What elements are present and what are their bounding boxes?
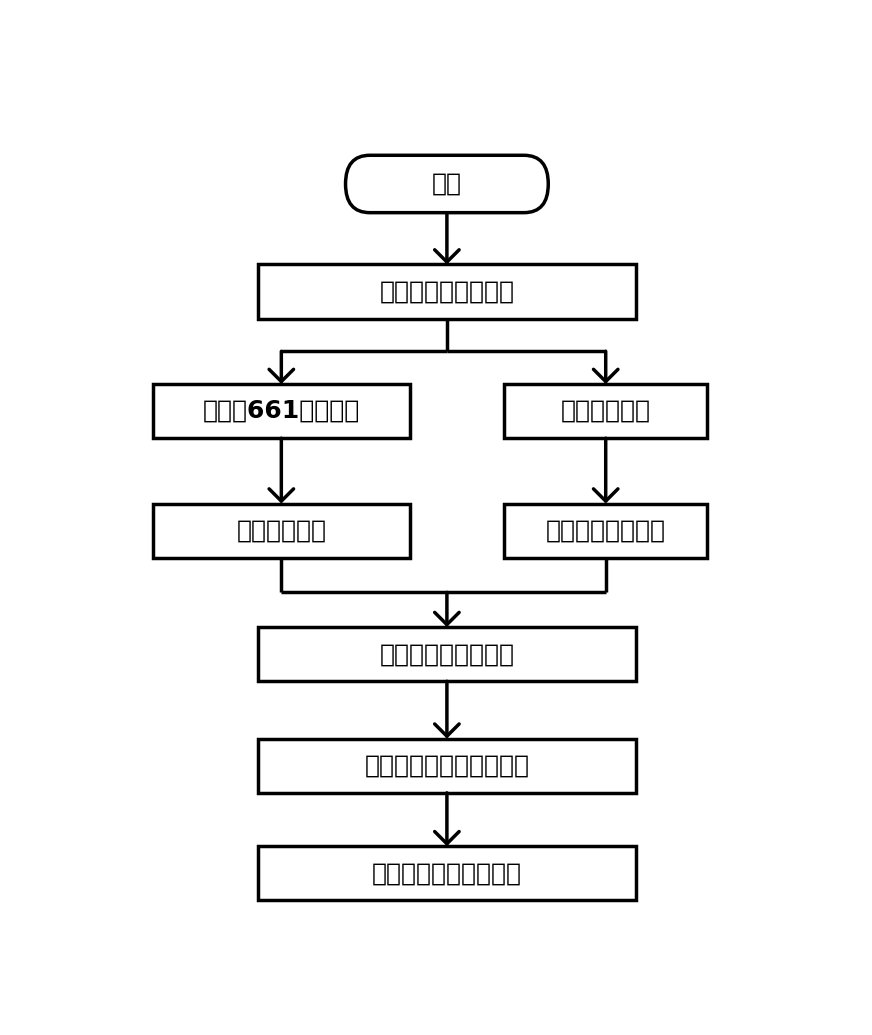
FancyBboxPatch shape <box>153 384 410 438</box>
Text: 获取窗口部件信息: 获取窗口部件信息 <box>546 519 665 542</box>
FancyBboxPatch shape <box>504 504 707 558</box>
FancyBboxPatch shape <box>257 627 636 681</box>
Text: 识别固定最小可识别单元: 识别固定最小可识别单元 <box>364 753 529 777</box>
FancyBboxPatch shape <box>257 739 636 793</box>
FancyBboxPatch shape <box>345 155 548 212</box>
Text: 校验定义文件: 校验定义文件 <box>561 400 651 423</box>
Text: 获取显示信息: 获取显示信息 <box>236 519 326 542</box>
Text: 获取模型及定义文件: 获取模型及定义文件 <box>379 279 514 303</box>
Text: 识别可变单元相对位置: 识别可变单元相对位置 <box>371 861 522 885</box>
FancyBboxPatch shape <box>153 504 410 558</box>
Text: 开始: 开始 <box>432 172 462 196</box>
FancyBboxPatch shape <box>257 847 636 900</box>
FancyBboxPatch shape <box>504 384 707 438</box>
Text: 校验非661显示模型: 校验非661显示模型 <box>202 400 360 423</box>
Text: 定义最小可识别单元: 定义最小可识别单元 <box>379 642 514 667</box>
FancyBboxPatch shape <box>257 265 636 319</box>
